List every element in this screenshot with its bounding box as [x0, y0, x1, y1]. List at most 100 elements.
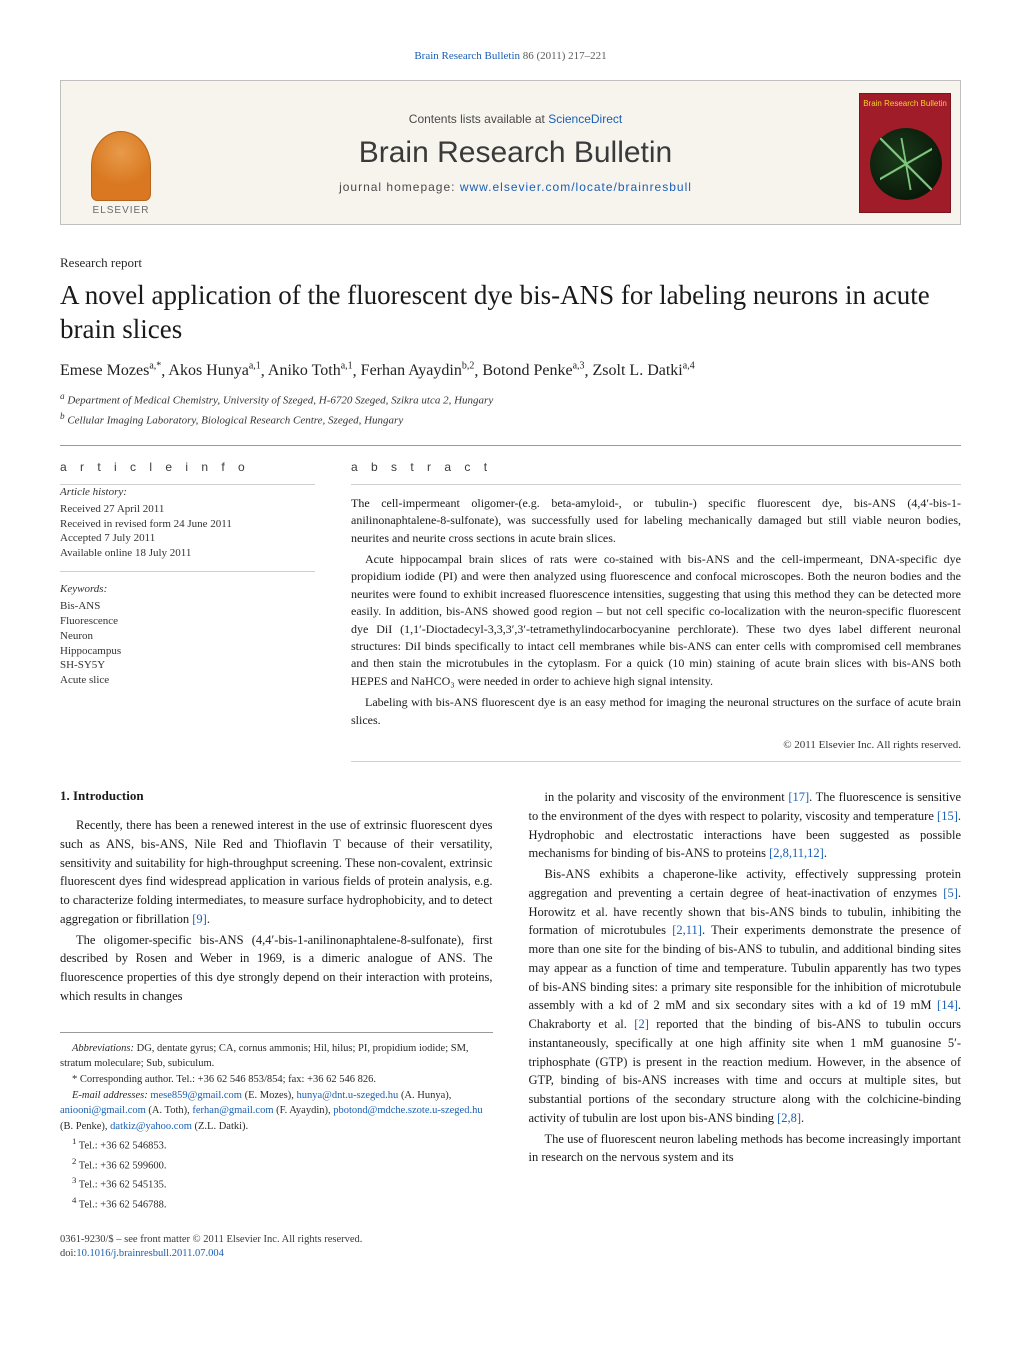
divider-thin	[351, 761, 961, 762]
abstract-heading: a b s t r a c t	[351, 446, 961, 484]
tel-line: 1 Tel.: +36 62 546853.	[60, 1135, 493, 1154]
reference-link[interactable]: [2,11]	[672, 923, 702, 937]
reference-link[interactable]: [2,8,11,12]	[769, 846, 824, 860]
cover-title: Brain Research Bulletin	[860, 94, 950, 109]
abstract-copyright: © 2011 Elsevier Inc. All rights reserved…	[351, 739, 961, 751]
sciencedirect-link[interactable]: ScienceDirect	[548, 112, 622, 126]
abstract-body: The cell-impermeant oligomer-(e.g. beta-…	[351, 485, 961, 729]
doi-line: doi:10.1016/j.brainresbull.2011.07.004	[60, 1247, 493, 1262]
article-title: A novel application of the fluorescent d…	[60, 279, 961, 347]
history-head: Article history:	[60, 485, 315, 500]
author-sup: a,4	[683, 361, 695, 372]
section-heading: 1. Introduction	[60, 788, 493, 804]
homepage-link[interactable]: www.elsevier.com/locate/brainresbull	[460, 180, 692, 194]
tel-line: 2 Tel.: +36 62 599600.	[60, 1155, 493, 1174]
body-paragraph: Recently, there has been a renewed inter…	[60, 816, 493, 929]
tel-line: 3 Tel.: +36 62 545135.	[60, 1174, 493, 1193]
banner-left: ELSEVIER	[61, 81, 181, 224]
corr-text: Corresponding author. Tel.: +36 62 546 8…	[77, 1074, 376, 1085]
body-right-column: in the polarity and viscosity of the env…	[529, 788, 962, 1262]
journal-banner: ELSEVIER Contents lists available at Sci…	[60, 80, 961, 225]
history-line: Received 27 April 2011	[60, 502, 315, 517]
author: Emese Mozesa,*	[60, 362, 161, 379]
body-paragraph: in the polarity and viscosity of the env…	[529, 788, 962, 863]
email-link[interactable]: mese859@gmail.com	[150, 1090, 242, 1101]
author: Zsolt L. Datkia,4	[593, 362, 695, 379]
reference-link[interactable]: [17]	[788, 790, 809, 804]
article-info-column: a r t i c l e i n f o Article history: R…	[60, 446, 315, 762]
keyword: Acute slice	[60, 673, 315, 688]
body-paragraph: Bis-ANS exhibits a chaperone-like activi…	[529, 865, 962, 1128]
cover-art-icon	[870, 128, 942, 200]
affiliation: a Department of Medical Chemistry, Unive…	[60, 390, 961, 409]
page-footer: 0361-9230/$ – see front matter © 2011 El…	[60, 1233, 493, 1262]
author-list: Emese Mozesa,*, Akos Hunyaa,1, Aniko Tot…	[60, 361, 961, 380]
history-line: Received in revised form 24 June 2011	[60, 517, 315, 532]
body-paragraph: The use of fluorescent neuron labeling m…	[529, 1130, 962, 1168]
abstract-paragraph: The cell-impermeant oligomer-(e.g. beta-…	[351, 495, 961, 547]
email-link[interactable]: hunya@dnt.u-szeged.hu	[297, 1090, 399, 1101]
author-sup: a,3	[573, 361, 585, 372]
body-columns: 1. Introduction Recently, there has been…	[60, 788, 961, 1262]
reference-link[interactable]: [9]	[192, 912, 207, 926]
doi-prefix: doi:	[60, 1248, 76, 1259]
email-link[interactable]: ferhan@gmail.com	[192, 1105, 273, 1116]
keyword: Hippocampus	[60, 644, 315, 659]
reference-link[interactable]: [14]	[937, 998, 958, 1012]
body-paragraph: The oligomer-specific bis-ANS (4,4′-bis-…	[60, 931, 493, 1006]
author-sup: b,2	[462, 361, 475, 372]
history-line: Accepted 7 July 2011	[60, 531, 315, 546]
reference-link[interactable]: [2,8]	[777, 1111, 801, 1125]
email-link[interactable]: aniooni@gmail.com	[60, 1105, 146, 1116]
footnotes-block: Abbreviations: DG, dentate gyrus; CA, co…	[60, 1032, 493, 1213]
doi-link[interactable]: 10.1016/j.brainresbull.2011.07.004	[76, 1248, 223, 1259]
article-history: Article history: Received 27 April 2011R…	[60, 485, 315, 572]
keywords-head: Keywords:	[60, 582, 315, 597]
contents-prefix: Contents lists available at	[409, 112, 548, 126]
reference-link[interactable]: [5]	[943, 886, 958, 900]
keywords-block: Keywords: Bis-ANSFluorescenceNeuronHippo…	[60, 582, 315, 688]
info-abstract-row: a r t i c l e i n f o Article history: R…	[60, 446, 961, 762]
author: Botond Penkea,3	[482, 362, 584, 379]
banner-center: Contents lists available at ScienceDirec…	[181, 81, 850, 224]
author: Akos Hunyaa,1	[168, 362, 260, 379]
email-label: E-mail addresses:	[72, 1090, 148, 1101]
journal-name: Brain Research Bulletin	[181, 136, 850, 170]
article-info-heading: a r t i c l e i n f o	[60, 446, 315, 484]
author: Ferhan Ayaydinb,2	[361, 362, 475, 379]
banner-right: Brain Research Bulletin	[850, 81, 960, 224]
keyword: Fluorescence	[60, 614, 315, 629]
contents-line: Contents lists available at ScienceDirec…	[181, 112, 850, 126]
tel-line: 4 Tel.: +36 62 546788.	[60, 1194, 493, 1213]
page: Brain Research Bulletin 86 (2011) 217–22…	[0, 0, 1021, 1302]
abstract-paragraph: Labeling with bis-ANS fluorescent dye is…	[351, 694, 961, 729]
running-head-journal-link[interactable]: Brain Research Bulletin	[414, 50, 520, 62]
reference-link[interactable]: [15]	[937, 809, 958, 823]
homepage-line: journal homepage: www.elsevier.com/locat…	[181, 180, 850, 194]
issn-line: 0361-9230/$ – see front matter © 2011 El…	[60, 1233, 493, 1248]
history-line: Available online 18 July 2011	[60, 546, 315, 561]
affiliation: b Cellular Imaging Laboratory, Biologica…	[60, 410, 961, 429]
keyword: Neuron	[60, 629, 315, 644]
abbrev-label: Abbreviations:	[72, 1043, 134, 1054]
email-link[interactable]: pbotond@mdche.szote.u-szeged.hu	[333, 1105, 482, 1116]
affiliations: a Department of Medical Chemistry, Unive…	[60, 390, 961, 429]
elsevier-wordmark: ELSEVIER	[93, 205, 150, 216]
author-sup: a,1	[341, 361, 353, 372]
journal-cover-thumbnail: Brain Research Bulletin	[859, 93, 951, 213]
abbreviations-line: Abbreviations: DG, dentate gyrus; CA, co…	[60, 1041, 493, 1071]
author: Aniko Totha,1	[268, 362, 353, 379]
elsevier-logo: ELSEVIER	[91, 131, 151, 216]
keyword: SH-SY5Y	[60, 658, 315, 673]
body-left-column: 1. Introduction Recently, there has been…	[60, 788, 493, 1262]
elsevier-tree-icon	[91, 131, 151, 201]
homepage-prefix: journal homepage:	[339, 180, 460, 194]
running-head-citation: 86 (2011) 217–221	[520, 50, 607, 62]
article-type: Research report	[60, 255, 961, 271]
corresponding-author-line: * Corresponding author. Tel.: +36 62 546…	[60, 1072, 493, 1087]
email-line: E-mail addresses: mese859@gmail.com (E. …	[60, 1088, 493, 1134]
running-head: Brain Research Bulletin 86 (2011) 217–22…	[60, 50, 961, 62]
email-link[interactable]: datkiz@yahoo.com	[110, 1121, 192, 1132]
reference-link[interactable]: [2]	[634, 1017, 649, 1031]
abstract-column: a b s t r a c t The cell-impermeant olig…	[351, 446, 961, 762]
